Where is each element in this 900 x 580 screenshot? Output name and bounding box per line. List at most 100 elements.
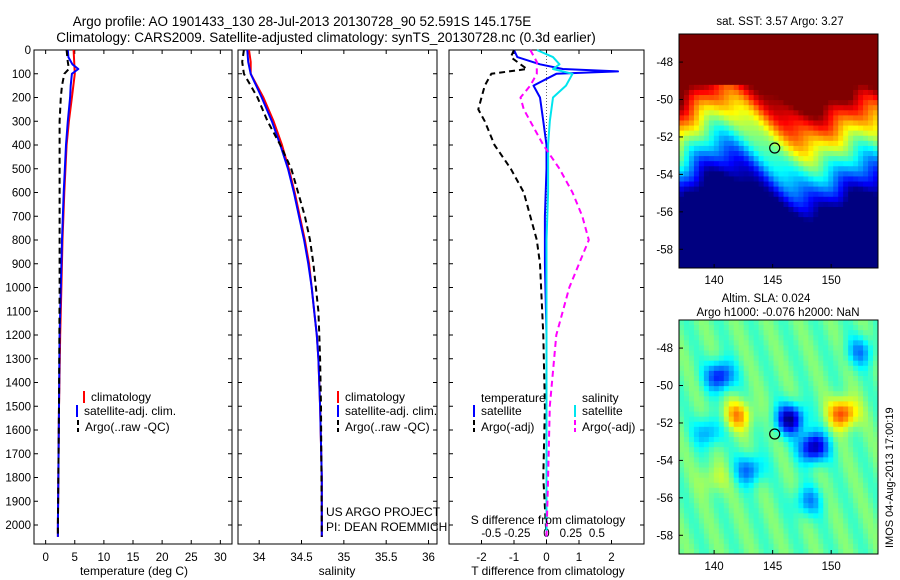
- heatmap-cell: [738, 222, 745, 228]
- heatmap-cell: [713, 538, 720, 545]
- heatmap-cell: [688, 472, 695, 479]
- heatmap-cell: [778, 242, 784, 249]
- heatmap-cell: [768, 513, 774, 519]
- heatmap-cell: [703, 95, 710, 101]
- heatmap-cell: [828, 375, 834, 382]
- heatmap-cell: [803, 49, 809, 55]
- heatmap-cell: [798, 257, 804, 264]
- heatmap-cell: [873, 528, 879, 535]
- heatmap-cell: [778, 477, 784, 484]
- heatmap-cell: [763, 543, 769, 550]
- heatmap-cell: [798, 171, 804, 177]
- heatmap-cell: [688, 330, 695, 336]
- heatmap-cell: [838, 181, 844, 188]
- heatmap-cell: [733, 95, 740, 101]
- heatmap-cell: [718, 232, 725, 238]
- heatmap-cell: [813, 39, 819, 45]
- heatmap-cell: [773, 396, 779, 402]
- heatmap-cell: [738, 100, 745, 106]
- heatmap-cell: [818, 156, 824, 162]
- heatmap-cell: [683, 401, 690, 407]
- heatmap-cell: [778, 447, 784, 453]
- heatmap-cell: [783, 442, 789, 448]
- heatmap-cell: [813, 95, 819, 101]
- heatmap-cell: [693, 477, 700, 484]
- heatmap-cell: [753, 375, 760, 382]
- heatmap-cell: [728, 508, 735, 514]
- heatmap-cell: [698, 242, 705, 249]
- heatmap-cell: [798, 548, 804, 555]
- heatmap-cell: [808, 508, 814, 514]
- heatmap-cell: [838, 518, 844, 524]
- heatmap-cell: [693, 135, 700, 142]
- heatmap-cell: [858, 156, 864, 162]
- heatmap-cell: [783, 100, 789, 106]
- heatmap-cell: [868, 426, 874, 433]
- heatmap-cell: [773, 477, 779, 484]
- heatmap-cell: [778, 523, 784, 529]
- heatmap-cell: [848, 74, 854, 81]
- heatmap-cell: [813, 135, 819, 142]
- heatmap-cell: [853, 39, 859, 45]
- heatmap-cell: [773, 247, 779, 254]
- heatmap-cell: [823, 543, 829, 550]
- heatmap-cell: [818, 110, 824, 116]
- heatmap-cell: [708, 472, 715, 479]
- heatmap-cell: [868, 335, 874, 341]
- heatmap-cell: [763, 355, 769, 362]
- heatmap-cell: [858, 396, 864, 402]
- heatmap-cell: [683, 472, 690, 479]
- heatmap-cell: [703, 355, 710, 362]
- heatmap-cell: [813, 538, 819, 545]
- heatmap-cell: [758, 59, 764, 65]
- heatmap-cell: [843, 498, 849, 504]
- heatmap-cell: [833, 498, 839, 504]
- heatmap-cell: [788, 156, 794, 162]
- heatmap-cell: [788, 401, 794, 407]
- heatmap-cell: [813, 161, 819, 167]
- heatmap-cell: [728, 330, 735, 336]
- legend-label-climatology: climatology: [91, 390, 151, 404]
- heatmap-cell: [818, 222, 824, 228]
- lon-tick-label: 140: [705, 275, 724, 287]
- heatmap-cell: [688, 360, 695, 367]
- heatmap-cell: [753, 457, 760, 463]
- heatmap-cell: [763, 247, 769, 254]
- heatmap-cell: [818, 538, 824, 545]
- heatmap-cell: [783, 528, 789, 535]
- heatmap-cell: [708, 350, 715, 357]
- heatmap-cell: [743, 110, 750, 116]
- heatmap-cell: [763, 452, 769, 458]
- heatmap-cell: [798, 252, 804, 259]
- heatmap-cell: [868, 176, 874, 182]
- heatmap-cell: [868, 416, 874, 423]
- x-tick-label: 30: [214, 552, 227, 564]
- heatmap-cell: [679, 503, 685, 509]
- heatmap-cell: [833, 125, 839, 132]
- heatmap-cell: [863, 247, 869, 254]
- heatmap-cell: [728, 232, 735, 238]
- heatmap-cell: [858, 196, 864, 203]
- heatmap-cell: [773, 340, 779, 346]
- heatmap-cell: [798, 135, 804, 142]
- heatmap-cell: [753, 44, 760, 50]
- heatmap-cell: [698, 201, 705, 208]
- heatmap-cell: [698, 100, 705, 106]
- heatmap-cell: [828, 222, 834, 228]
- heatmap-cell: [679, 186, 685, 193]
- heatmap-cell: [753, 100, 760, 106]
- heatmap-cell: [733, 110, 740, 116]
- heatmap-cell: [743, 130, 750, 137]
- heatmap-cell: [713, 467, 720, 474]
- heatmap-cell: [763, 110, 769, 116]
- heatmap-cell: [698, 135, 705, 142]
- heatmap-cell: [803, 140, 809, 147]
- heatmap-cell: [768, 335, 774, 341]
- heatmap-cell: [698, 325, 705, 331]
- heatmap-cell: [748, 503, 755, 509]
- heatmap-cell: [683, 125, 690, 132]
- heatmap-cell: [783, 426, 789, 433]
- heatmap-cell: [703, 492, 710, 499]
- heatmap-cell: [773, 538, 779, 545]
- heatmap-cell: [683, 145, 690, 152]
